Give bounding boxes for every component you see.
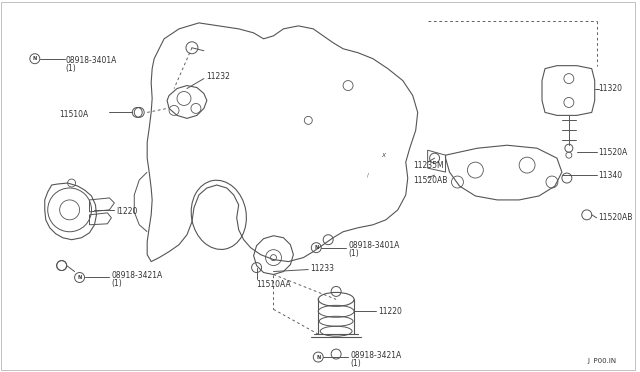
- Text: 11520AB: 11520AB: [413, 176, 447, 185]
- Text: 11340: 11340: [598, 170, 623, 180]
- Text: 11520AB: 11520AB: [598, 213, 633, 222]
- Text: 08918-3401A: 08918-3401A: [66, 56, 117, 65]
- Text: N: N: [314, 245, 318, 250]
- Text: 08918-3421A: 08918-3421A: [111, 271, 163, 280]
- Text: 11233: 11233: [310, 264, 334, 273]
- Text: N: N: [77, 275, 82, 280]
- Text: x: x: [381, 152, 385, 158]
- Text: 11235M: 11235M: [413, 161, 444, 170]
- Text: (1): (1): [111, 279, 122, 288]
- Text: (1): (1): [66, 64, 76, 73]
- Text: 11232: 11232: [206, 72, 230, 81]
- Text: 08918-3401A: 08918-3401A: [348, 241, 399, 250]
- Text: J  P00.IN: J P00.IN: [588, 358, 616, 364]
- Text: 11220: 11220: [378, 307, 402, 316]
- Text: N: N: [33, 56, 37, 61]
- Text: 08918-3421A: 08918-3421A: [350, 350, 401, 360]
- Text: (1): (1): [348, 249, 359, 258]
- Text: 11320: 11320: [598, 84, 623, 93]
- Text: 11510A: 11510A: [60, 110, 89, 119]
- Text: N: N: [316, 355, 321, 360]
- Text: 11510AA: 11510AA: [257, 280, 291, 289]
- Text: I1220: I1220: [116, 207, 138, 217]
- Text: 11520A: 11520A: [598, 148, 628, 157]
- Text: (1): (1): [350, 359, 361, 368]
- Text: /: /: [367, 173, 369, 177]
